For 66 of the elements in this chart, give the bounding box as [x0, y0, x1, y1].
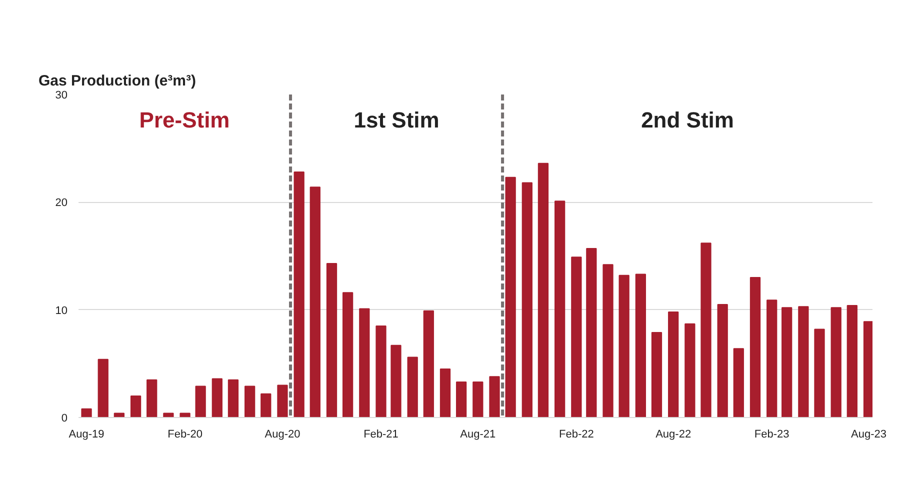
x-tick-label: Aug-20	[264, 428, 300, 440]
bar	[342, 292, 354, 418]
x-tick-label: Feb-21	[364, 428, 398, 440]
bar	[635, 274, 646, 418]
bar	[586, 248, 597, 418]
bar	[602, 264, 614, 418]
bar	[376, 325, 386, 418]
y-tick-label: 0	[61, 412, 68, 424]
bar	[684, 323, 696, 418]
bar	[212, 378, 222, 418]
bar	[310, 186, 320, 418]
bar	[782, 307, 792, 418]
bar	[407, 356, 418, 418]
bar	[538, 162, 549, 418]
bar	[195, 386, 206, 418]
bar	[733, 348, 744, 418]
bar	[700, 242, 712, 418]
bar	[505, 176, 516, 418]
y-tick-label: 20	[55, 197, 68, 210]
bar	[571, 256, 582, 418]
bar	[766, 300, 778, 418]
bar	[130, 395, 142, 418]
y-tick-label: 30	[55, 90, 68, 102]
bar	[717, 304, 728, 418]
bar	[863, 321, 872, 418]
bar	[618, 274, 630, 418]
bar	[359, 308, 370, 418]
bar	[440, 368, 451, 418]
x-tick-label: Feb-22	[558, 428, 594, 440]
x-tick-label: Aug-22	[656, 428, 692, 440]
bar	[472, 381, 484, 418]
y-tick-label: 10	[55, 304, 68, 317]
bar	[228, 379, 239, 418]
annotation: 2nd Stim	[641, 107, 734, 132]
x-tick-label: Feb-20	[168, 428, 202, 440]
bar	[390, 344, 402, 418]
bar	[163, 412, 174, 418]
bar	[750, 277, 761, 418]
chart-title: Gas Production (e³m³)	[38, 72, 196, 90]
bar	[81, 408, 92, 418]
bar	[522, 182, 532, 418]
bar	[146, 379, 158, 418]
bar	[651, 332, 662, 418]
bar	[244, 386, 256, 418]
x-tick-label: Aug-19	[68, 428, 104, 440]
bar	[846, 305, 858, 418]
bar	[260, 393, 272, 418]
bar	[814, 328, 825, 418]
bar	[830, 307, 842, 418]
x-tick-label: Aug-21	[460, 428, 496, 440]
bar	[294, 172, 304, 418]
annotation: Pre-Stim	[139, 107, 230, 132]
bar	[326, 263, 338, 418]
bar	[180, 412, 190, 418]
bar	[456, 381, 467, 418]
bar	[277, 384, 288, 418]
bar	[98, 358, 108, 418]
bar	[423, 310, 434, 418]
x-tick-label: Feb-23	[754, 428, 790, 440]
bar	[798, 306, 809, 418]
bar	[489, 376, 500, 418]
bar	[114, 412, 125, 418]
x-tick-label: Aug-23	[851, 428, 886, 440]
bar	[668, 311, 679, 418]
annotation: 1st Stim	[354, 107, 440, 132]
bar	[554, 200, 566, 418]
